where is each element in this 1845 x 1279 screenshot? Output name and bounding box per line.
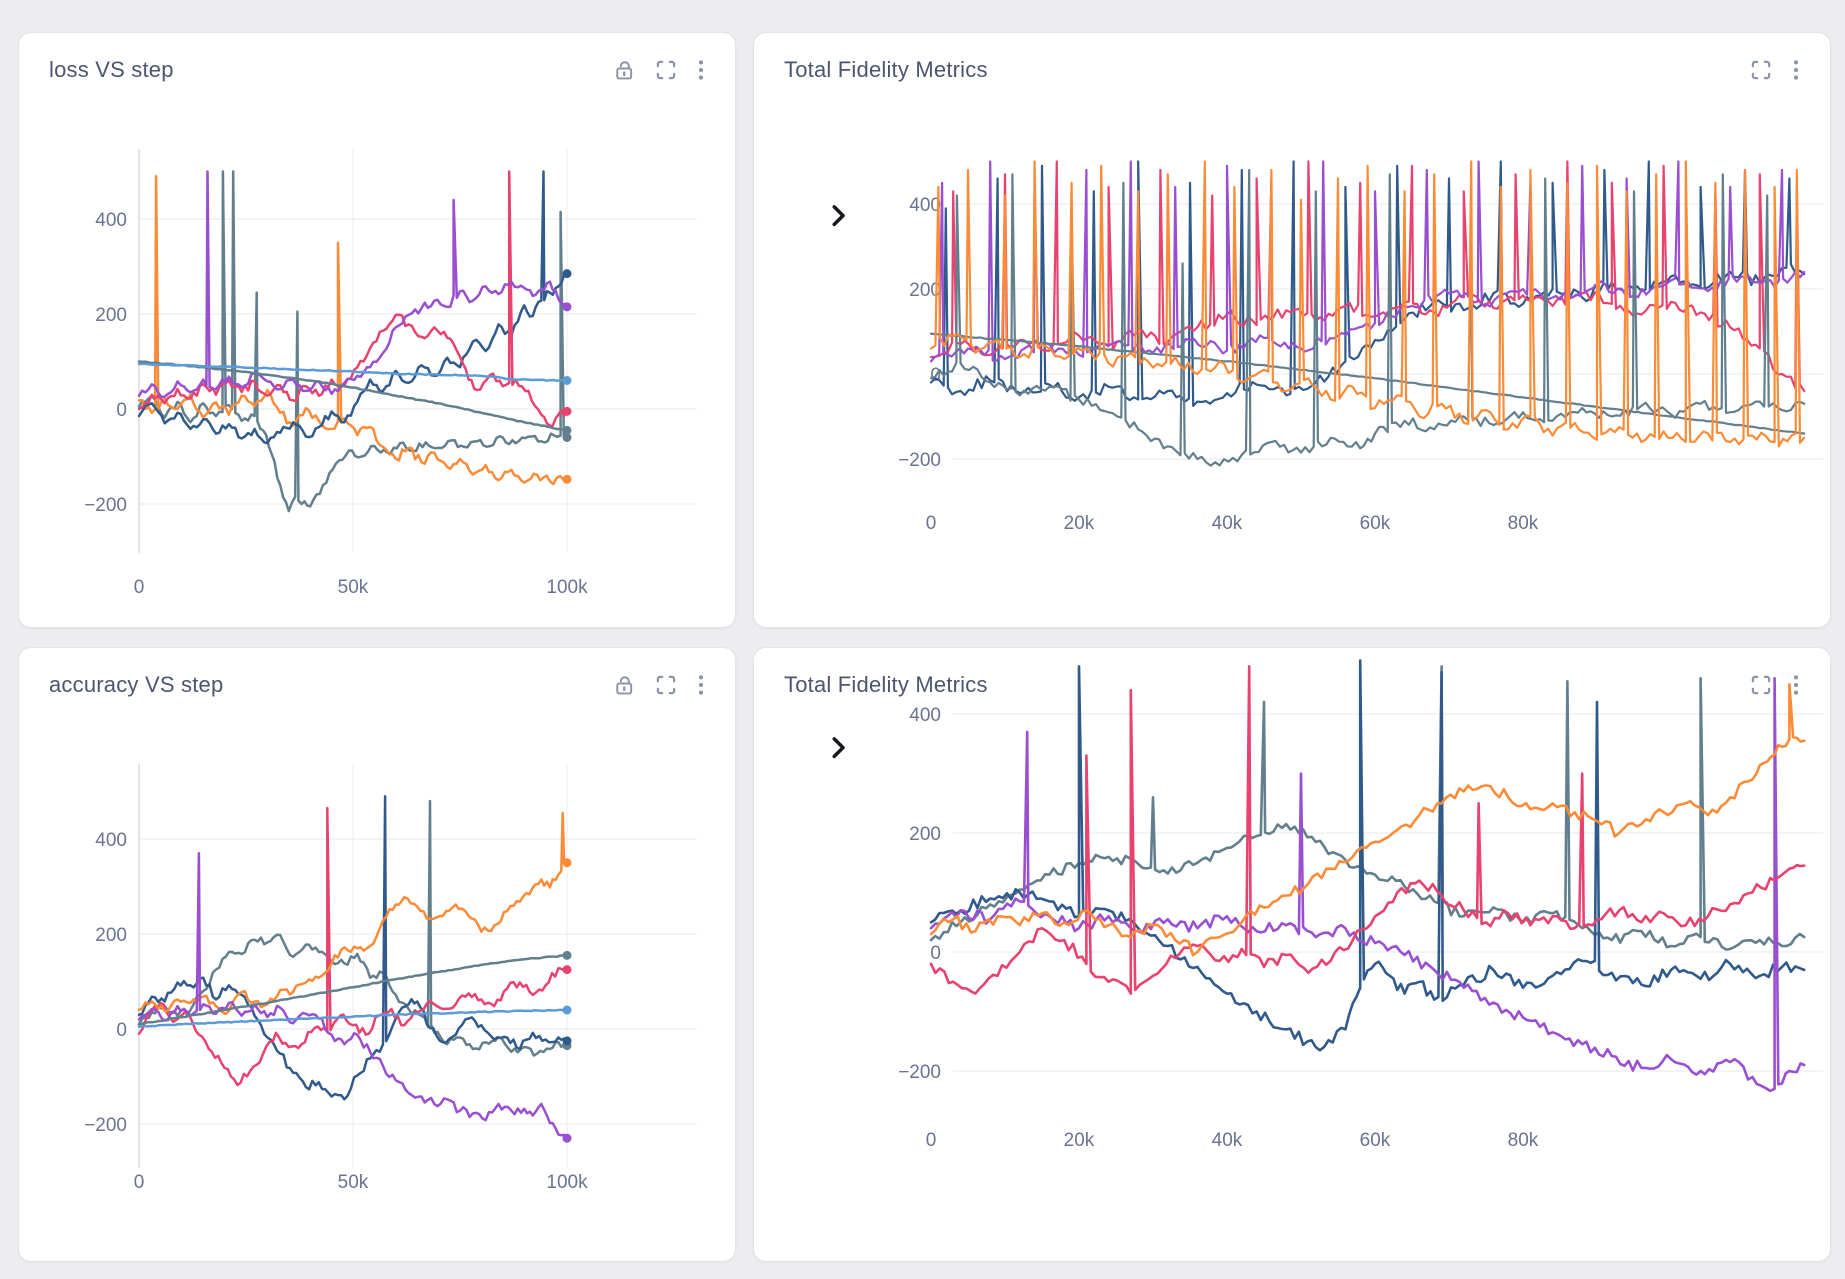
chevron-right-icon[interactable]	[823, 200, 853, 230]
unlock-icon[interactable]	[611, 57, 637, 83]
svg-text:100k: 100k	[546, 577, 588, 598]
kebab-menu-icon[interactable]	[1790, 57, 1802, 83]
panel-title: Total Fidelity Metrics	[784, 672, 988, 697]
svg-text:−200: −200	[898, 1062, 941, 1083]
svg-text:100k: 100k	[546, 1172, 588, 1193]
svg-text:0: 0	[930, 943, 941, 964]
panel-header: loss VS step	[19, 33, 735, 83]
svg-text:−200: −200	[84, 495, 127, 516]
svg-text:200: 200	[95, 925, 127, 946]
svg-text:40k: 40k	[1212, 513, 1243, 534]
fullscreen-icon[interactable]	[1748, 672, 1774, 698]
kebab-menu-icon[interactable]	[1790, 672, 1802, 698]
svg-text:20k: 20k	[1064, 513, 1095, 534]
svg-text:200: 200	[95, 305, 127, 326]
svg-text:0: 0	[926, 513, 937, 534]
panel-header: Total Fidelity Metrics	[754, 648, 1830, 698]
svg-text:200: 200	[909, 824, 941, 845]
panel-header: accuracy VS step	[19, 648, 735, 698]
svg-text:0: 0	[134, 1172, 145, 1193]
svg-text:−200: −200	[898, 450, 941, 471]
kebab-menu-icon[interactable]	[695, 57, 707, 83]
svg-text:20k: 20k	[1064, 1130, 1095, 1151]
chevron-right-icon[interactable]	[823, 732, 853, 762]
fullscreen-icon[interactable]	[1748, 57, 1774, 83]
svg-text:80k: 80k	[1508, 1130, 1539, 1151]
svg-text:400: 400	[909, 705, 941, 726]
svg-text:60k: 60k	[1360, 513, 1391, 534]
panel-accuracy-vs-step: accuracy VS step 400 200	[18, 647, 736, 1262]
svg-text:40k: 40k	[1212, 1130, 1243, 1151]
panel-total-fidelity-metrics-top: Total Fidelity Metrics 400 200 0 −200 0 20k 40…	[753, 32, 1831, 628]
svg-text:50k: 50k	[338, 577, 369, 598]
svg-text:200: 200	[909, 280, 941, 301]
kebab-menu-icon[interactable]	[695, 672, 707, 698]
panel-total-fidelity-metrics-bottom: Total Fidelity Metrics 400 200 0 −200 0 20k 40…	[753, 647, 1831, 1262]
svg-text:50k: 50k	[338, 1172, 369, 1193]
svg-text:400: 400	[95, 830, 127, 851]
panel-loss-vs-step: loss VS step 400 200 0 −20	[18, 32, 736, 628]
panel-actions	[1748, 57, 1802, 83]
total-fidelity-metrics-chart-bottom[interactable]: 400 200 0 −200 0 20k 40k 60k 80k	[854, 652, 1829, 1168]
accuracy-vs-step-chart[interactable]: 400 200 0 −200 0 50k 100k	[41, 742, 723, 1222]
unlock-icon[interactable]	[611, 672, 637, 698]
panel-actions	[611, 57, 707, 83]
panel-actions	[1748, 672, 1802, 698]
svg-text:0: 0	[926, 1130, 937, 1151]
fullscreen-icon[interactable]	[653, 672, 679, 698]
panel-title: Total Fidelity Metrics	[784, 57, 988, 82]
svg-text:60k: 60k	[1360, 1130, 1391, 1151]
panel-title: loss VS step	[49, 57, 174, 82]
svg-text:400: 400	[909, 195, 941, 216]
svg-text:−200: −200	[84, 1115, 127, 1136]
panel-title: accuracy VS step	[49, 672, 224, 697]
loss-vs-step-chart[interactable]: 400 200 0 −200 0 50k 100k	[41, 129, 723, 611]
svg-text:0: 0	[116, 400, 127, 421]
panel-actions	[611, 672, 707, 698]
fullscreen-icon[interactable]	[653, 57, 679, 83]
panel-header: Total Fidelity Metrics	[754, 33, 1830, 83]
svg-text:0: 0	[116, 1020, 127, 1041]
svg-text:0: 0	[134, 577, 145, 598]
svg-text:80k: 80k	[1508, 513, 1539, 534]
svg-text:400: 400	[95, 210, 127, 231]
